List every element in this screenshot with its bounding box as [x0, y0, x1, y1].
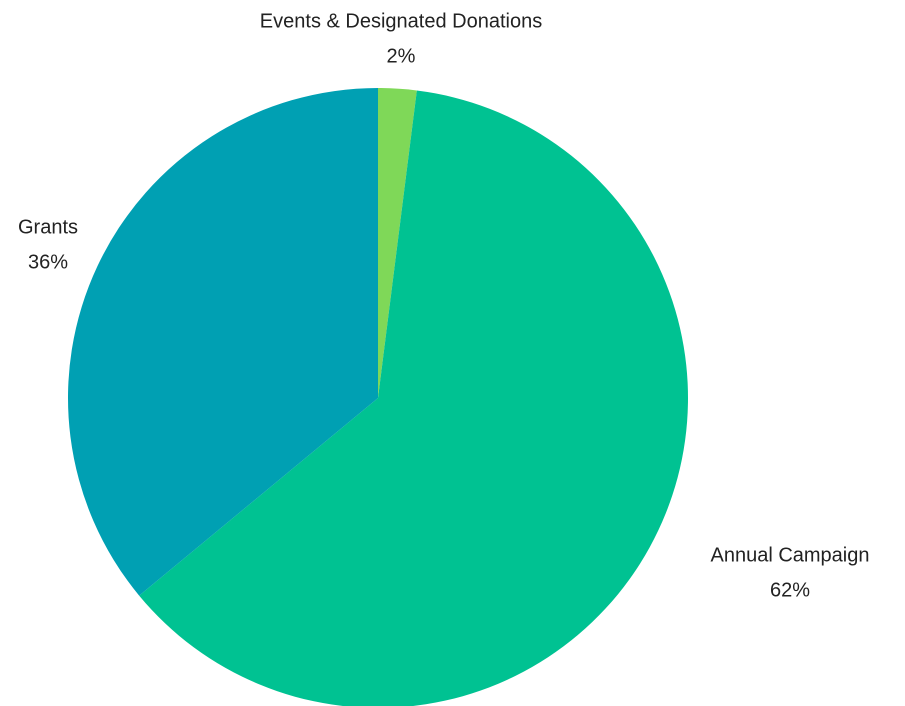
slice-value-label: 62% — [770, 579, 810, 601]
slice-name-label: Events & Designated Donations — [260, 10, 542, 32]
pie-slice-events-and-designated-donations — [378, 88, 417, 398]
slice-name-label: Annual Campaign — [711, 544, 870, 566]
pie-labels: Events & Designated Donations 2% Annual Ca… — [18, 10, 870, 601]
pie-slice-grants — [68, 88, 379, 596]
slice-value-label: 2% — [387, 45, 416, 67]
slice-value-label: 36% — [28, 251, 68, 273]
pie-slices — [68, 88, 688, 706]
pie-slice-annual-campaign — [139, 90, 688, 706]
slice-name-label: Grants — [18, 216, 78, 238]
